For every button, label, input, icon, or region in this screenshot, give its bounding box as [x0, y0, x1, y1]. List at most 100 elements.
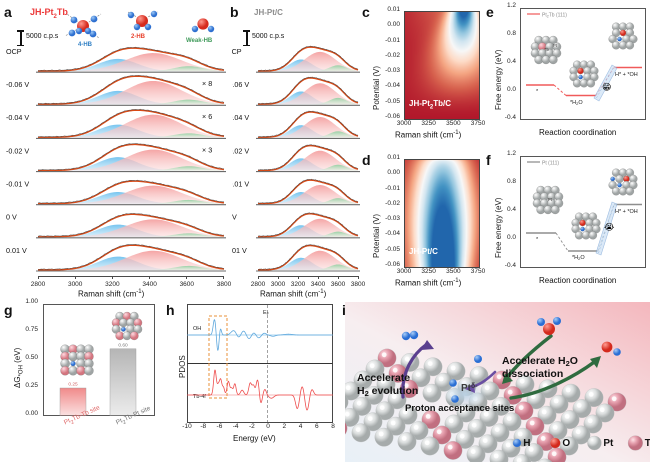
svg-text:Ptδ-: Ptδ-	[461, 383, 478, 394]
panel-g-plot: 0.25 0.60	[43, 304, 155, 416]
ytick-label: 0.75	[25, 326, 38, 333]
panel-b-xlabel: Raman shift (cm-1)	[260, 289, 327, 299]
ytick-label: 0.01	[387, 6, 400, 13]
xtick-label: 2800	[250, 281, 266, 288]
panel-h-plot: EF OH Tb-4f	[187, 304, 333, 423]
xtick-label: 3750	[470, 268, 486, 275]
svg-text:H* + *OH: H* + *OH	[615, 72, 638, 78]
ytick-label: -0.05	[385, 245, 400, 253]
svg-text:-0.04 V: -0.04 V	[6, 113, 29, 122]
svg-text:0 V: 0 V	[232, 213, 237, 222]
panel-d: d Potential (V) 0.01 0.00 -0.01 -0.02 -0.03-…	[362, 148, 485, 296]
svg-text:-0.01 V: -0.01 V	[6, 179, 29, 188]
xtick-label: 3000	[396, 120, 412, 127]
svg-text:Accelerate: Accelerate	[357, 372, 410, 384]
ytick-label: -0.06	[385, 261, 400, 268]
svg-text:2-HB: 2-HB	[131, 34, 146, 40]
panel-d-xlabel: Raman shift (cm-1)	[395, 278, 462, 288]
svg-text:*H2O: *H2O	[570, 100, 583, 106]
panel-a-xaxis	[38, 276, 224, 277]
panel-e-label: e	[486, 4, 494, 20]
xtick-label: 3500	[446, 120, 461, 127]
panel-d-ytick-labels: 0.01 0.00 -0.01 -0.02 -0.03 -0.04 -0.05 -0.06	[378, 154, 402, 268]
svg-text:OCP: OCP	[232, 47, 242, 56]
panel-b-scalebar-cap-top	[243, 30, 250, 32]
panel-f-plot: Pt (111) * *H2O H* + *OH Pt 😭	[520, 156, 646, 268]
panel-a-spectra: OCP -0.06 V × 8 -0.04 V × 6 -0.02 V × 3 -0.01 V…	[6, 46, 226, 272]
svg-text:Pt: Pt	[553, 43, 558, 48]
legend-label-O: O	[562, 438, 570, 449]
panel-e-ytick-labels: 1.2 0.8 0.4 0.0 -0.4	[498, 2, 518, 121]
xtick-label: 0	[266, 423, 270, 430]
svg-text:Accelerate H2O: Accelerate H2O	[502, 355, 578, 368]
svg-text:Weak-HB: Weak-HB	[186, 38, 213, 44]
panel-h: h PDOS EF OH Tb-4f -10 -8 -6 -4 -2 0 2 4 6 8 Ener…	[165, 296, 340, 463]
ytick-label: 0.8	[506, 178, 516, 185]
svg-text:Proton acceptance sites: Proton acceptance sites	[405, 403, 514, 414]
ytick-label: -0.03	[385, 67, 400, 75]
xtick-label: 3200	[105, 281, 120, 288]
xtick-label: -8	[200, 423, 207, 430]
panel-h-xaxis-ticks: -10 -8 -6 -4 -2 0 2 4 6 8	[182, 423, 335, 433]
svg-text:-0.02 V: -0.02 V	[6, 146, 29, 155]
panel-a-xlabel: Raman shift (cm-1)	[78, 289, 145, 299]
ytick-label: -0.01	[385, 184, 400, 192]
xtick-label: -6	[216, 423, 223, 430]
ytick-label: 0.25	[25, 382, 38, 389]
panel-e-xlabel: Reaction coordination	[539, 128, 617, 137]
xtick-label: 3000	[270, 281, 286, 288]
xtick-label: 2800	[30, 281, 46, 288]
panel-b: b JH-Pt/C 5000 c.p.s OCP -0.06 V -0.04 V -0…	[230, 0, 365, 299]
svg-text:0.25: 0.25	[68, 382, 78, 388]
panel-f: f Free energy (eV) 1.2 0.8 0.4 0.0 -0.4 Pt (…	[484, 148, 650, 296]
xtick-label: 3750	[470, 120, 486, 127]
svg-text:Pt2Tb (111): Pt2Tb (111)	[542, 13, 567, 19]
ytick-label: -0.4	[504, 262, 516, 269]
panel-c-heatmap	[404, 11, 480, 120]
ytick-label: -0.02	[385, 199, 400, 207]
xtick-label: 8	[331, 423, 335, 430]
ytick-label: -0.06	[385, 113, 400, 120]
svg-text:H* + *OH: H* + *OH	[615, 209, 638, 215]
panel-a-scalebar	[20, 30, 22, 46]
xtick-label: 3500	[446, 268, 461, 275]
svg-text:-0.06 V: -0.06 V	[232, 80, 249, 89]
panel-c-xlabel: Raman shift (cm-1)	[395, 130, 462, 140]
xtick-label: 3200	[290, 281, 306, 288]
panel-a-title: JH-Pt2Tb	[30, 7, 68, 20]
panel-i-label: i	[342, 302, 346, 318]
panel-h-ylabel: PDOS	[178, 355, 187, 378]
panel-a-label: a	[4, 4, 12, 20]
svg-text:-0.04 V: -0.04 V	[232, 113, 249, 122]
panel-a-xticks	[38, 276, 224, 280]
panel-h-label: h	[166, 302, 175, 318]
svg-text:4-HB: 4-HB	[78, 42, 93, 48]
xtick-label: -2	[248, 423, 255, 430]
ytick-label: -0.02	[385, 51, 400, 59]
panel-g-ytick-labels: 1.00 0.75 0.50 0.25 0.00	[16, 298, 40, 417]
svg-text:0.60: 0.60	[118, 342, 128, 348]
svg-text:× 3: × 3	[202, 145, 212, 154]
ytick-label: 0.00	[387, 169, 400, 177]
svg-text:0.01 V: 0.01 V	[6, 246, 27, 255]
legend-label-H: H	[523, 438, 530, 449]
svg-text:H2 evolution: H2 evolution	[357, 385, 418, 398]
panel-c: c Potential (V) 0.01 0.00 -0.01 -0.02 -0.03-…	[362, 0, 486, 148]
panel-c-label: c	[362, 4, 370, 20]
panel-i-schematic: Accelerate H2 evolution Accelerate H2O d…	[345, 302, 650, 462]
svg-text:*H2O: *H2O	[572, 255, 585, 261]
panel-f-ytick-labels: 1.2 0.8 0.4 0.0 -0.4	[498, 150, 518, 269]
ytick-label: -0.04	[385, 82, 400, 90]
panel-a: a JH-Pt2Tb 5000 c.p.s 4-HB	[0, 0, 232, 299]
xtick-label: 3250	[421, 120, 436, 127]
panel-g-label: g	[4, 302, 13, 318]
panel-b-title: JH-Pt/C	[254, 8, 283, 17]
ytick-label: 0.4	[506, 206, 516, 213]
panel-d-xtick-labels: 3000 3250 3500 3750	[397, 268, 485, 278]
svg-text:Tb-4f: Tb-4f	[193, 394, 206, 400]
svg-text:😁: 😁	[602, 82, 611, 93]
legend-label-Pt: Pt	[603, 438, 614, 449]
xtick-label: 3000	[67, 281, 83, 288]
svg-text:😭: 😭	[604, 222, 615, 233]
svg-text:Pt (111): Pt (111)	[542, 161, 559, 167]
